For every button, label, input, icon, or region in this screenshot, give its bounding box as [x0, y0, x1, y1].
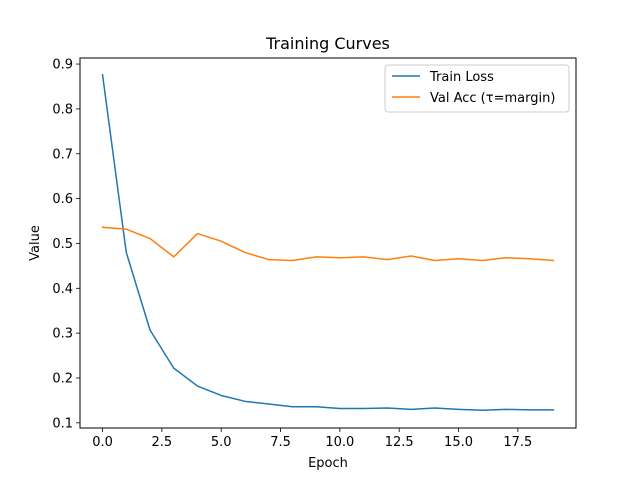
y-tick-label: 0.1 — [52, 416, 73, 431]
y-tick-label: 0.4 — [52, 282, 73, 297]
x-tick-label: 2.5 — [152, 435, 173, 450]
x-tick-label: 0.0 — [92, 435, 113, 450]
y-tick-label: 0.3 — [52, 327, 73, 342]
y-axis-ticks: 0.1 0.2 0.3 0.4 0.5 0.6 0.7 0.8 0.9 — [52, 58, 80, 431]
x-axis-ticks: 0.0 2.5 5.0 7.5 10.0 12.5 15.0 17.5 — [92, 428, 532, 450]
x-tick-label: 17.5 — [503, 435, 532, 450]
x-tick-label: 10.0 — [325, 435, 354, 450]
y-tick-label: 0.5 — [52, 237, 73, 252]
series-line-train-loss — [101, 73, 555, 412]
y-tick-label: 0.6 — [52, 192, 73, 207]
y-tick-label: 0.2 — [52, 371, 73, 386]
plot-lines — [101, 73, 555, 412]
series-line-val-acc-margin — [101, 226, 555, 262]
x-tick-label: 7.5 — [270, 435, 291, 450]
y-tick-label: 0.7 — [52, 147, 73, 162]
legend-label-val-acc: Val Acc (τ=margin) — [430, 91, 555, 106]
x-tick-label: 5.0 — [211, 435, 232, 450]
legend-box — [384, 64, 570, 113]
legend-label-train-loss: Train Loss — [429, 70, 494, 85]
y-axis-label: Value — [28, 225, 43, 261]
chart-title: Training Curves — [265, 34, 390, 53]
x-tick-label: 12.5 — [385, 435, 414, 450]
axes-frame — [79, 57, 577, 429]
x-tick-label: 15.0 — [444, 435, 473, 450]
x-axis-label: Epoch — [308, 456, 348, 471]
y-tick-label: 0.9 — [52, 58, 73, 73]
y-tick-label: 0.8 — [52, 102, 73, 117]
legend: Train Loss Val Acc (τ=margin) — [384, 64, 570, 113]
